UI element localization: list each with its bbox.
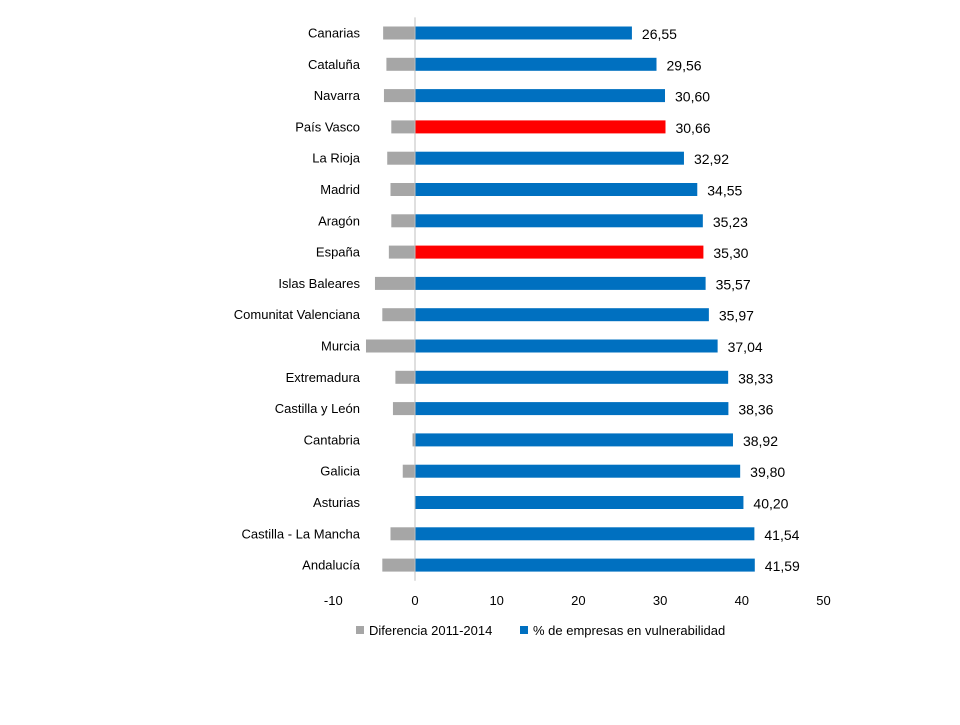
bar-difference bbox=[386, 57, 415, 71]
data-label: 34,55 bbox=[707, 183, 742, 199]
legend-swatch bbox=[356, 626, 364, 634]
data-label: 41,54 bbox=[764, 527, 799, 543]
axes-layer: -10 0 10 20 30 40 50 bbox=[324, 17, 831, 608]
data-label: 30,60 bbox=[675, 89, 710, 105]
bar-difference bbox=[395, 370, 415, 384]
category-label: Castilla - La Mancha bbox=[242, 526, 361, 541]
legend-label: % de empresas en vulnerabilidad bbox=[533, 623, 725, 638]
data-label: 32,92 bbox=[694, 151, 729, 167]
legend-label: Diferencia 2011-2014 bbox=[369, 623, 492, 638]
legend-swatch bbox=[520, 626, 528, 634]
bar-vulnerability bbox=[415, 496, 744, 509]
category-label: Galicia bbox=[320, 464, 361, 479]
bar-difference bbox=[388, 245, 415, 259]
category-label: Andalucía bbox=[302, 558, 361, 573]
bar-vulnerability bbox=[415, 558, 755, 572]
data-label: 39,80 bbox=[750, 464, 785, 480]
bar-vulnerability bbox=[415, 57, 657, 71]
category-label: Cantabria bbox=[304, 432, 361, 447]
bar-vulnerability bbox=[415, 527, 755, 541]
data-label: 38,92 bbox=[743, 433, 778, 449]
data-label: 35,30 bbox=[713, 245, 748, 261]
category-label: Castilla y León bbox=[275, 401, 360, 416]
category-label: Aragón bbox=[318, 213, 360, 228]
bar-vulnerability bbox=[415, 245, 704, 259]
bar-vulnerability bbox=[415, 120, 666, 134]
bar-difference bbox=[382, 308, 415, 322]
bar-vulnerability bbox=[415, 276, 706, 290]
bar-difference bbox=[391, 214, 415, 228]
category-label: La Rioja bbox=[312, 151, 360, 166]
bar-difference bbox=[383, 26, 415, 40]
x-tick-label: 0 bbox=[411, 593, 418, 608]
x-tick-label: 20 bbox=[571, 593, 585, 608]
bar-vulnerability bbox=[415, 308, 709, 322]
category-label: Comunitat Valenciana bbox=[234, 307, 361, 322]
data-label: 35,57 bbox=[716, 276, 751, 292]
category-label: Canarias bbox=[308, 26, 361, 41]
data-label: 37,04 bbox=[728, 339, 763, 355]
data-label: 29,56 bbox=[667, 57, 702, 73]
labels-layer: Canarias 26,55 Cataluña 29,56 Navarra 30,60 Pa… bbox=[234, 26, 800, 575]
bars-layer bbox=[365, 26, 755, 572]
data-label: 40,20 bbox=[753, 496, 788, 512]
data-label: 26,55 bbox=[642, 26, 677, 42]
bar-difference bbox=[402, 464, 415, 478]
category-label: Murcia bbox=[321, 339, 361, 354]
bar-vulnerability bbox=[415, 339, 718, 353]
x-tick-label: -10 bbox=[324, 593, 343, 608]
data-label: 30,66 bbox=[675, 120, 710, 136]
x-tick-label: 30 bbox=[653, 593, 667, 608]
bar-vulnerability bbox=[415, 464, 741, 478]
bar-difference bbox=[387, 151, 415, 165]
bar-difference bbox=[365, 339, 415, 353]
bar-vulnerability bbox=[415, 89, 666, 103]
category-label: País Vasco bbox=[295, 119, 360, 134]
legend: Diferencia 2011-2014 % de empresas en vul… bbox=[356, 623, 725, 638]
bar-difference bbox=[392, 402, 415, 416]
bar-difference bbox=[390, 527, 415, 541]
bar-vulnerability bbox=[415, 26, 632, 40]
category-label: Asturias bbox=[313, 495, 360, 510]
x-tick-label: 50 bbox=[816, 593, 830, 608]
bar-vulnerability bbox=[415, 183, 698, 196]
category-label: España bbox=[316, 245, 361, 260]
bar-difference bbox=[390, 183, 415, 196]
bar-vulnerability bbox=[415, 402, 729, 416]
category-label: Navarra bbox=[314, 88, 361, 103]
bar-vulnerability bbox=[415, 151, 684, 165]
data-label: 35,23 bbox=[713, 214, 748, 230]
category-label: Islas Baleares bbox=[278, 276, 360, 291]
x-tick-label: 40 bbox=[735, 593, 749, 608]
category-label: Madrid bbox=[320, 182, 360, 197]
bar-difference bbox=[374, 276, 415, 290]
data-label: 35,97 bbox=[719, 308, 754, 324]
data-label: 38,36 bbox=[738, 402, 773, 418]
data-label: 38,33 bbox=[738, 370, 773, 386]
bar-vulnerability bbox=[415, 370, 729, 384]
data-label: 41,59 bbox=[765, 558, 800, 574]
bar-difference bbox=[412, 433, 415, 447]
category-label: Extremadura bbox=[286, 370, 361, 385]
x-tick-label: 10 bbox=[489, 593, 503, 608]
category-label: Cataluña bbox=[308, 57, 361, 72]
bar-difference bbox=[382, 558, 415, 572]
bar-vulnerability bbox=[415, 214, 703, 228]
bar-difference bbox=[391, 120, 415, 134]
bar-vulnerability bbox=[415, 433, 733, 447]
bar-difference bbox=[383, 89, 415, 103]
